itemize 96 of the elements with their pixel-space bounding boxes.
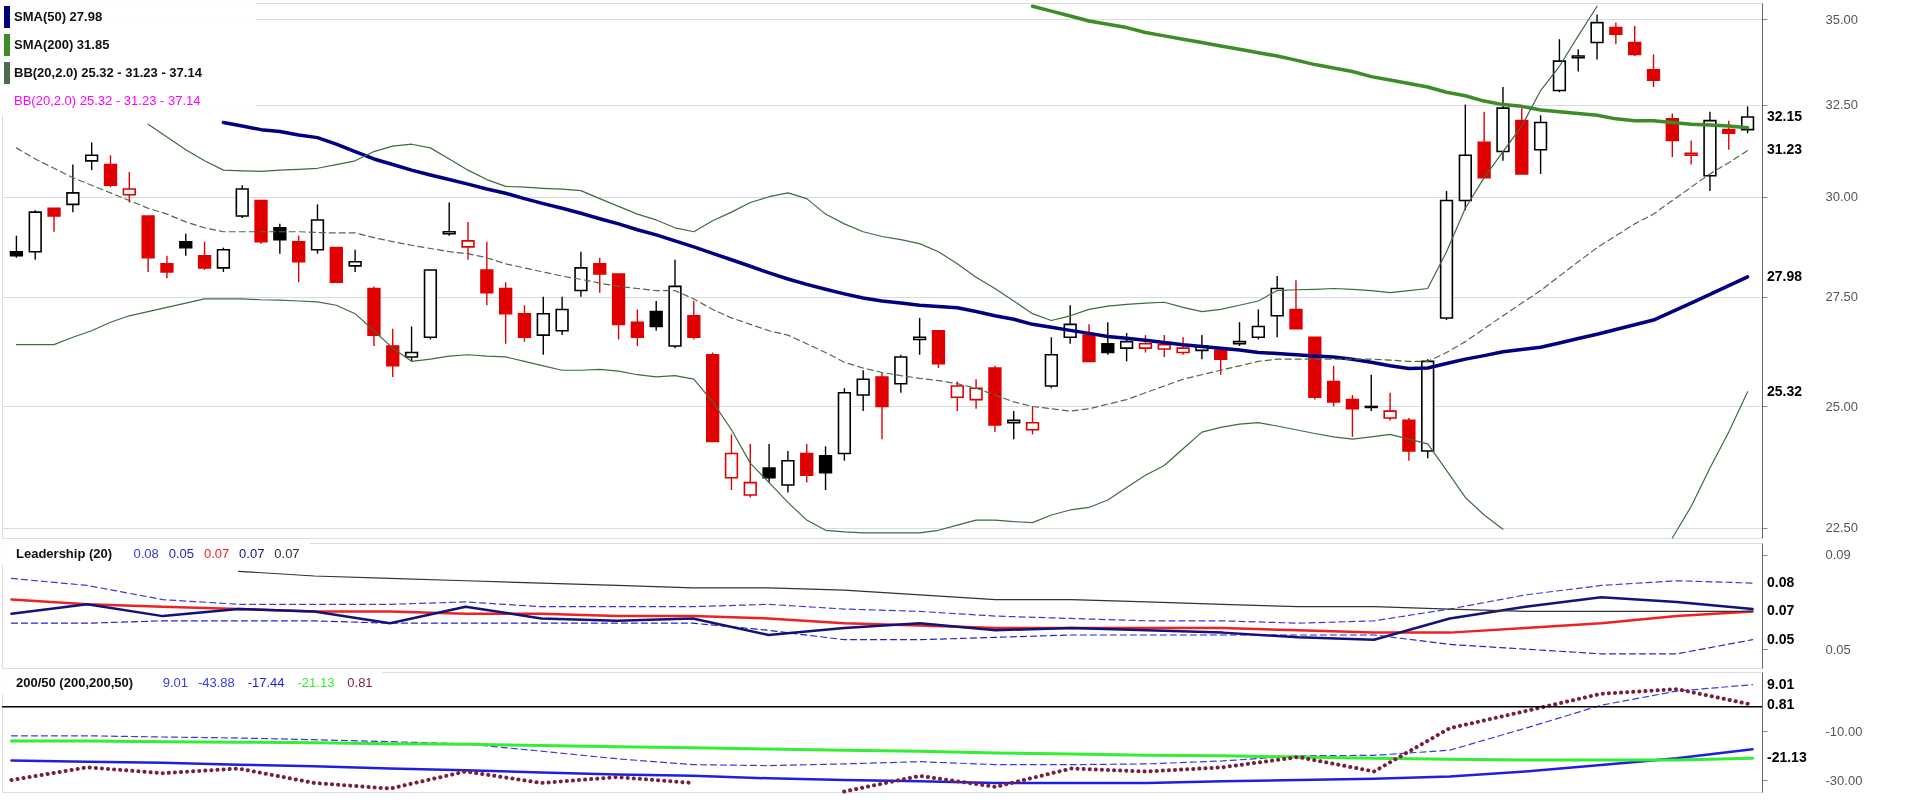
candlestick — [649, 300, 663, 332]
candlestick — [47, 207, 61, 233]
candlestick — [216, 246, 231, 273]
chart-title: 200/50 (200,200,50) — [16, 675, 134, 690]
text: 32.15 — [1767, 108, 1803, 125]
y-tick-label: 32.50 — [1825, 97, 1859, 113]
candlestick — [743, 443, 757, 499]
line-series — [9, 739, 1755, 762]
data-label: 25.32 — [1767, 382, 1803, 399]
candlestick — [404, 325, 419, 363]
legend-label: SMA(50) 27.98 — [14, 9, 103, 24]
candlestick — [800, 443, 814, 484]
candlestick — [9, 235, 24, 259]
candlestick — [461, 221, 475, 261]
candlestick — [1214, 349, 1228, 376]
candlestick — [912, 317, 927, 356]
candlestick — [1251, 308, 1266, 341]
data-label: 31.23 — [1767, 141, 1803, 158]
line-series — [10, 577, 1754, 624]
y-tick-label: 27.50 — [1825, 289, 1859, 305]
line-series — [15, 147, 1749, 412]
candlestick — [442, 201, 456, 237]
line-series — [10, 620, 1754, 655]
text: -21.13 — [297, 675, 335, 690]
data-label: 0.81 — [1767, 695, 1795, 712]
candlestick — [85, 141, 99, 171]
candlestick — [1590, 13, 1604, 61]
data-label: 0.05 — [1767, 630, 1795, 647]
y-tick-label: 0.05 — [1825, 641, 1851, 657]
candlestick — [480, 240, 494, 306]
legend-label: -43.88 — [197, 675, 235, 690]
y-tick-label: 30.00 — [1825, 189, 1859, 205]
y-tick-label: 25.00 — [1825, 398, 1859, 414]
y-tick-label: 22.50 — [1825, 520, 1859, 536]
candlestick — [1571, 48, 1585, 73]
chart-title: Leadership (20) — [16, 546, 113, 561]
y-tick-label: 35.00 — [1825, 11, 1859, 27]
candlestick — [160, 255, 174, 279]
y-tick-label: 0.09 — [1825, 547, 1851, 563]
candlestick — [1383, 392, 1397, 422]
text: 0.07 — [203, 546, 230, 561]
text: 9.01 — [162, 675, 189, 690]
candlestick — [517, 304, 532, 343]
candlestick — [1232, 321, 1247, 347]
candlestick — [856, 369, 870, 412]
line-series — [10, 596, 1754, 641]
candlestick — [348, 248, 362, 273]
candlestick — [1289, 279, 1303, 330]
candlestick — [593, 257, 607, 294]
data-label: 0.07 — [1767, 602, 1795, 619]
legend-label: BB(20,2.0) 25.32 - 31.23 - 37.14 — [14, 65, 203, 80]
candlestick — [179, 233, 193, 257]
text: -17.44 — [247, 675, 285, 690]
candlestick — [386, 327, 400, 378]
candlestick — [687, 300, 701, 341]
text: 0.05 — [168, 546, 195, 561]
candlestick — [1025, 405, 1040, 436]
legend-label: SMA(200) 31.85 — [14, 37, 110, 52]
series-label: 0.07 — [274, 546, 300, 561]
candlestick — [630, 308, 645, 347]
y-tick-label: -30.00 — [1825, 772, 1863, 788]
data-label: -21.13 — [1767, 749, 1807, 766]
candlestick — [1101, 321, 1115, 356]
candlestick — [66, 163, 80, 213]
candlestick — [197, 240, 212, 271]
candlestick — [1646, 53, 1661, 88]
candlestick — [103, 154, 118, 188]
text: 0.07 — [239, 546, 265, 561]
candlestick — [969, 378, 983, 410]
data-label: 0.08 — [1767, 574, 1795, 591]
data-label: 27.98 — [1767, 267, 1803, 284]
candlestick — [1609, 21, 1623, 45]
text: 0.08 — [133, 546, 159, 561]
candlestick — [536, 296, 550, 356]
candlestick — [1007, 410, 1021, 440]
candlestick — [1119, 332, 1134, 363]
candlestick — [950, 380, 964, 412]
line-series — [237, 570, 1754, 612]
text: 0.81 — [347, 675, 373, 690]
line-series — [10, 747, 1754, 785]
candlestick — [818, 445, 833, 491]
candlestick — [1722, 119, 1736, 151]
candlestick — [1326, 365, 1341, 408]
annotation: BB(20,2.0) 25.32 - 31.23 - 37.14 — [14, 93, 201, 108]
candlestick — [574, 250, 588, 298]
candlestick — [555, 296, 569, 336]
candlestick — [762, 443, 776, 484]
candlestick — [1345, 394, 1360, 438]
y-tick-label: -10.00 — [1825, 723, 1863, 739]
line-series — [221, 120, 1750, 371]
data-label: 9.01 — [1767, 675, 1795, 692]
candlestick — [292, 235, 306, 283]
candlestick — [273, 223, 287, 255]
candlestick — [122, 171, 136, 204]
candlestick — [1628, 25, 1642, 57]
candlestick — [1684, 139, 1698, 166]
